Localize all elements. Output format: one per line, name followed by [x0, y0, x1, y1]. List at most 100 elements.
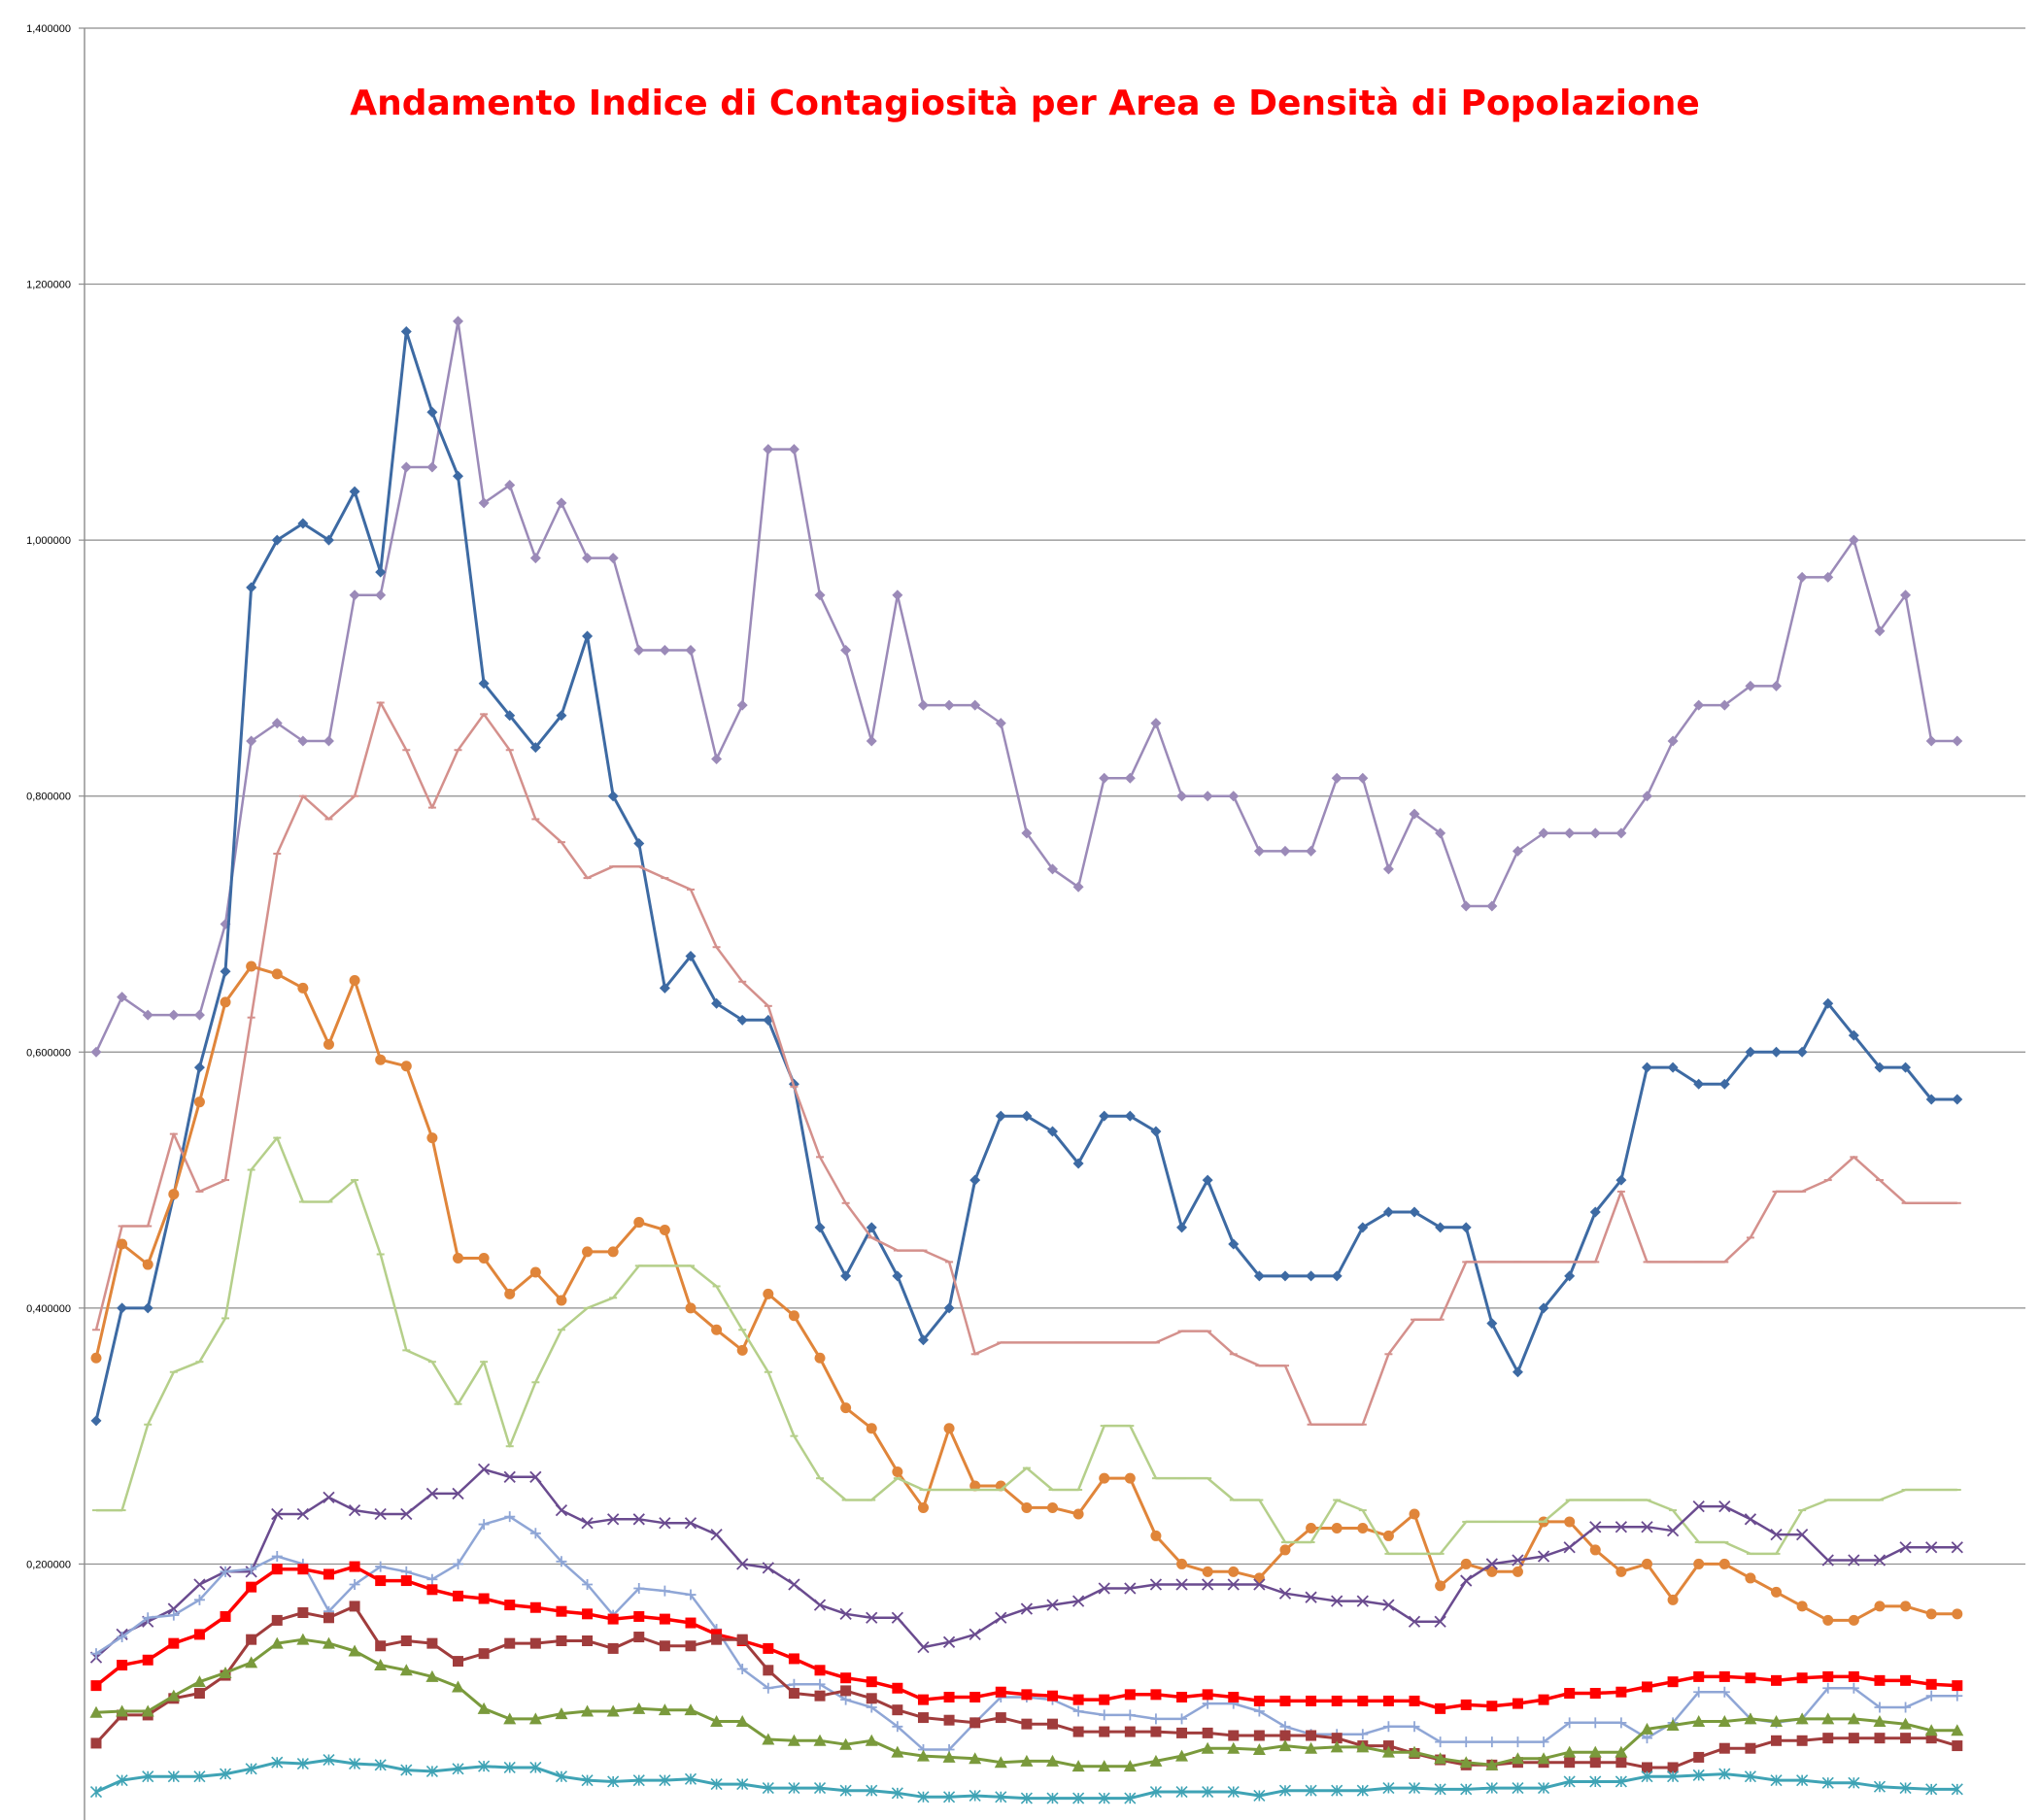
data-point: [632, 1702, 646, 1714]
data-point: [1692, 1715, 1706, 1728]
data-point: [220, 996, 231, 1008]
data-point: [1072, 1792, 1085, 1804]
data-point: [659, 1585, 670, 1597]
data-point: [658, 1703, 671, 1716]
data-point: [1124, 1110, 1136, 1122]
data-point: [659, 1517, 671, 1530]
data-point: [814, 1222, 826, 1233]
data-point: [1149, 1754, 1163, 1767]
data-point: [943, 1302, 955, 1314]
data-point: [529, 742, 541, 754]
data-point: [1693, 1558, 1705, 1569]
data-point: [1072, 881, 1084, 893]
data-point: [1564, 1516, 1576, 1528]
data-point: [1253, 845, 1265, 857]
data-point: [1305, 1741, 1318, 1754]
y-tick-label: 0,200000: [26, 1559, 71, 1570]
data-point: [1874, 625, 1886, 637]
data-point: [426, 1637, 438, 1649]
data-point: [995, 1611, 1007, 1624]
data-point: [1821, 1712, 1835, 1725]
data-point: [685, 1617, 697, 1629]
data-point: [582, 553, 594, 564]
data-point: [917, 1640, 930, 1654]
data-point: [90, 1415, 102, 1427]
data-point: [1796, 1774, 1809, 1787]
data-point: [1098, 1582, 1110, 1595]
data-point: [1512, 1736, 1523, 1748]
data-point: [1925, 1783, 1938, 1796]
data-point: [220, 1566, 231, 1577]
data-point: [1124, 1709, 1136, 1721]
data-point: [1900, 1601, 1912, 1612]
data-point: [1356, 1784, 1369, 1797]
data-point: [1357, 1729, 1369, 1740]
data-point: [684, 1772, 697, 1785]
data-point: [168, 1189, 180, 1200]
data-point: [141, 1704, 154, 1717]
data-point: [736, 1558, 749, 1570]
data-point: [1021, 1110, 1033, 1122]
data-point: [606, 1704, 620, 1717]
data-point: [814, 1690, 826, 1702]
data-point: [763, 1682, 774, 1694]
data-point: [1381, 1745, 1395, 1758]
data-point: [1279, 1730, 1291, 1741]
data-point: [90, 1352, 102, 1364]
data-point: [1771, 680, 1783, 691]
data-point: [1409, 808, 1420, 820]
y-tick-label: 1,000000: [26, 535, 71, 547]
data-point: [1072, 1705, 1084, 1717]
data-point: [219, 1666, 232, 1678]
data-point: [193, 1096, 205, 1108]
data-point: [814, 590, 826, 601]
data-point: [1202, 1689, 1213, 1701]
data-point: [892, 1466, 903, 1478]
data-point: [1279, 1721, 1291, 1733]
data-point: [504, 1637, 516, 1649]
data-point: [632, 1774, 645, 1787]
data-point: [1149, 1578, 1163, 1591]
data-point: [1796, 1672, 1808, 1684]
data-point: [866, 1423, 877, 1434]
data-point: [1149, 1785, 1162, 1799]
data-point: [1382, 1530, 1394, 1541]
y-tick-label: 0,600000: [26, 1047, 71, 1059]
data-point: [1253, 1578, 1266, 1591]
data-point: [1589, 1775, 1602, 1788]
data-point: [1150, 1713, 1162, 1725]
data-point: [607, 1642, 619, 1654]
data-point: [400, 1635, 412, 1646]
data-point: [1202, 1578, 1214, 1591]
data-point: [1952, 1094, 1963, 1105]
data-point: [1434, 1615, 1446, 1628]
data-point: [1615, 1566, 1627, 1577]
data-point: [995, 1791, 1007, 1803]
data-point: [1021, 1718, 1033, 1730]
data-point: [1150, 718, 1162, 729]
data-point: [297, 1607, 309, 1619]
data-point: [1227, 1741, 1241, 1754]
data-point: [839, 1737, 853, 1750]
data-point: [607, 791, 619, 802]
data-point: [633, 1610, 645, 1622]
data-point: [1667, 1762, 1679, 1773]
y-tick-label: 0,800000: [26, 792, 71, 803]
data-point: [1228, 791, 1240, 802]
data-point: [478, 1593, 490, 1604]
data-point: [1718, 1768, 1731, 1780]
data-point: [1744, 1712, 1757, 1725]
data-point: [323, 1568, 334, 1580]
data-point: [607, 1613, 619, 1625]
data-point: [1071, 1595, 1085, 1607]
data-point: [995, 718, 1006, 729]
data-point: [142, 1612, 153, 1624]
data-point: [659, 982, 670, 994]
data-point: [1459, 1756, 1473, 1769]
data-point: [1952, 1608, 1963, 1620]
data-point: [1486, 900, 1498, 912]
data-point: [452, 1763, 464, 1775]
data-point: [1175, 1749, 1189, 1762]
data-point: [1331, 1595, 1343, 1607]
data-point: [581, 1704, 595, 1717]
